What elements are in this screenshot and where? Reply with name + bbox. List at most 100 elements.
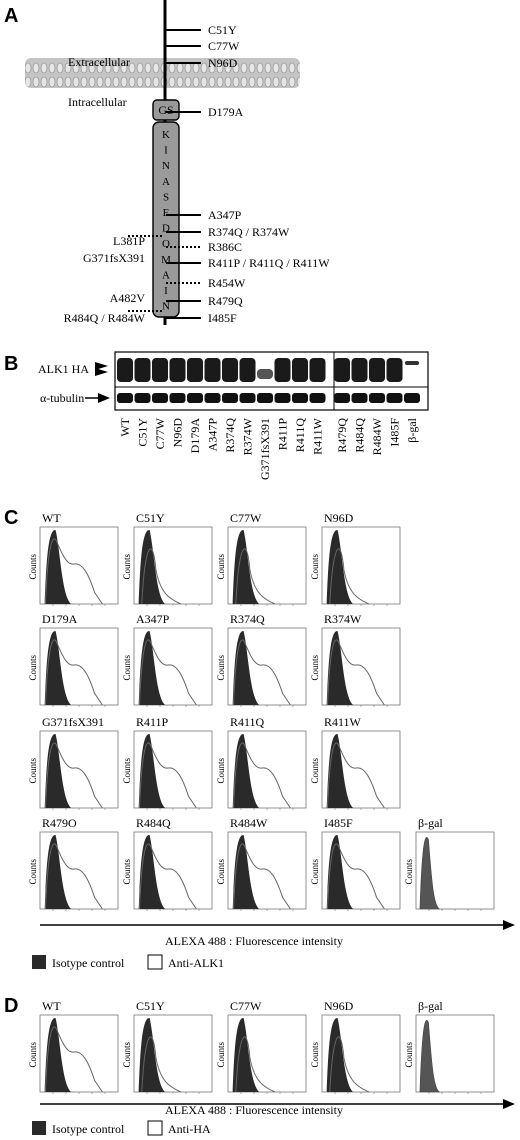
histogram-title: G371fsX391 [42,715,104,729]
panel-c-letter: C [4,507,18,529]
lane-label: β-gal [405,417,419,442]
tubulin-band [257,393,273,403]
antibody-histogram [235,548,276,605]
right-mutations: C51Y C77W N96D D179A A347P R374Q / R374WR386C… [166,23,330,325]
antibody-histogram [326,843,385,910]
histogram-ylabel: Counts [122,858,132,884]
lane-label: R411W [311,417,325,455]
kinase-letter: D [162,223,170,235]
histogram-plot: WT Counts [28,511,119,606]
mutation-label-right: C77W [208,39,240,53]
alk1-band [222,358,238,382]
histogram-title: C77W [230,511,262,525]
histogram-plot: R411Q Counts [216,715,307,810]
panel-d-histograms: WTCountsC51YCountsC77WCountsN96DCountsβ-… [28,999,495,1094]
antibody-histogram [44,538,103,605]
panel-a-letter: A [4,5,18,27]
histogram-plot: C51Y Counts [122,999,213,1094]
histogram-title: A347P [136,612,170,626]
panel-c-arrowhead-icon [503,920,515,930]
alk1-band [169,358,186,382]
alk1-band [309,358,326,382]
intracellular-label: Intracellular [68,95,127,109]
panel-c-histograms: WTCountsC51YCountsC77WCountsN96DCountsD1… [28,511,495,911]
histogram-ylabel: Counts [216,757,226,783]
isotype-histogram [326,631,354,705]
lane-label: C51Y [136,418,150,447]
tubulin-band [309,393,326,403]
histogram-ylabel: Counts [310,654,320,680]
histogram-ylabel: Counts [404,1041,414,1067]
histogram-ylabel: Counts [216,1041,226,1067]
histogram-plot: C51Y Counts [122,511,213,606]
alk1-band [334,358,350,382]
legend-isotype-label: Isotype control [52,956,125,970]
kinase-letter: A [162,269,170,281]
legend-isotype-swatch [32,955,46,969]
histogram-ylabel: Counts [310,553,320,579]
kinase-letter: N [162,160,170,172]
antibody-histogram [232,742,291,809]
panel-d-letter: D [4,995,18,1017]
histogram-ylabel: Counts [216,858,226,884]
lane-label: I485F [388,418,402,447]
alk1-band [274,358,291,382]
alk1-band [351,358,368,382]
isotype-histogram [138,835,166,909]
isotype-histogram [44,835,72,909]
antibody-histogram [232,639,291,706]
kinase-letter: K [162,129,170,141]
mutation-label-left: R484Q / R484W [64,311,146,325]
histogram-title: β-gal [418,816,443,830]
blot-bands [117,358,420,403]
histogram-plot: C77W Counts [216,999,307,1094]
tubulin-band [351,393,368,403]
lane-label: D179A [188,418,202,454]
histogram-plot: A347P Counts [122,612,213,707]
tubulin-band [369,393,385,403]
extracellular-label: Extracellular [68,55,130,69]
antibody-histogram [141,548,182,605]
histogram-ylabel: Counts [122,757,132,783]
histogram-title: WT [42,999,61,1013]
histogram-title: C77W [230,999,262,1013]
isotype-histogram [232,734,260,808]
left-mutations: L381P G371fsX391 A482V R484Q / R484W [64,234,164,325]
isotype-histogram [44,734,72,808]
histogram-title: D179A [42,612,78,626]
alk1-band [386,358,403,382]
isotype-histogram [138,530,166,604]
histogram-ylabel: Counts [216,553,226,579]
mutation-label-right: R411P / R411Q / R411W [208,256,330,270]
lane-label: R484W [370,417,384,455]
histogram-ylabel: Counts [404,858,414,884]
antibody-histogram [235,1036,276,1093]
histogram-plot: R411P Counts [122,715,213,810]
histogram-plot: R374W Counts [310,612,401,707]
isotype-histogram [326,835,354,909]
alk1-band [187,358,203,382]
antibody-histogram [141,1036,182,1093]
histogram-ylabel: Counts [216,654,226,680]
legend-d-isotype-swatch [32,1121,46,1135]
tubulin-band [386,393,403,403]
histogram-title: R374Q [230,612,265,626]
histogram-ylabel: Counts [122,1041,132,1067]
legend-anti-alk1-label: Anti-ALK1 [168,956,224,970]
alk1-band [292,358,308,382]
histogram-plot: R484W Counts [216,816,307,911]
antibody-histogram [44,639,103,706]
antibody-histogram [326,742,385,809]
alk1-band [134,358,151,382]
histogram-title: R484W [230,816,268,830]
mutation-label-right: C51Y [208,23,237,37]
mutation-label-left: G371fsX391 [83,251,145,265]
antibody-histogram [326,639,385,706]
histogram-title: R484Q [136,816,171,830]
isotype-histogram [44,530,72,604]
histogram-ylabel: Counts [28,858,38,884]
lane-label: N96D [171,418,185,448]
antibody-histogram [329,1036,370,1093]
kinase-letter: I [164,285,168,297]
histogram-plot: R411W Counts [310,715,401,810]
